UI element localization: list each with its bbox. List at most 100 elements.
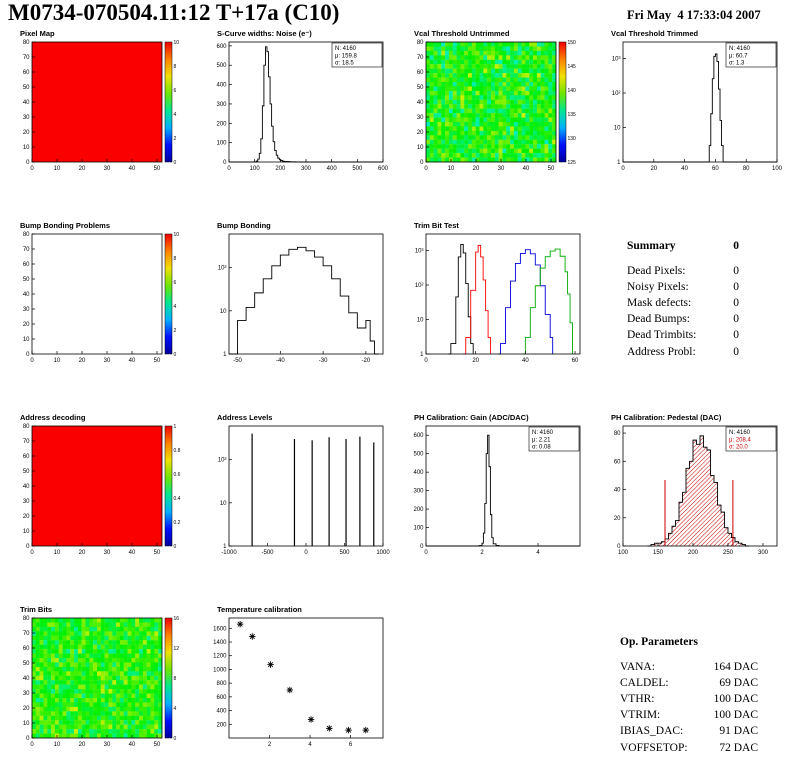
svg-text:50: 50 — [154, 742, 161, 748]
ph-calibration-pedestal-chart: 100 150 200 250 300 0 20 40 60 80 PH Calibration: … — [611, 413, 778, 556]
svg-text:30: 30 — [498, 166, 505, 172]
svg-text:σ: 20.0: σ: 20.0 — [729, 445, 748, 451]
svg-text:N: 4160: N: 4160 — [729, 430, 751, 436]
op-param-row-label: VTHR: — [620, 693, 655, 706]
svg-text:1600: 1600 — [213, 626, 227, 632]
summary-row: Mask defects: 0 — [627, 295, 739, 311]
summary-row: Dead Bumps: 0 — [627, 311, 739, 327]
svg-text:μ: 2.21: μ: 2.21 — [532, 437, 551, 443]
svg-text:2: 2 — [174, 136, 177, 142]
op-param-row-label: VANA: — [620, 661, 655, 674]
svg-text:10: 10 — [54, 550, 61, 556]
svg-text:40: 40 — [523, 166, 530, 172]
svg-text:1: 1 — [174, 424, 177, 430]
svg-text:-30: -30 — [319, 358, 328, 364]
svg-text:10: 10 — [220, 501, 227, 507]
svg-text:10: 10 — [174, 40, 180, 46]
summary-title: Summary — [627, 240, 676, 252]
op-param-row-value: 100 DAC — [713, 693, 758, 706]
temperature-calibration-chart: 2 4 6 200 400 600 800 1000 1200 1400 1600 Temperatu… — [213, 605, 384, 748]
svg-text:30: 30 — [23, 691, 30, 697]
svg-text:20: 20 — [23, 514, 30, 520]
svg-text:4: 4 — [174, 112, 177, 118]
svg-text:μ: 208.4: μ: 208.4 — [729, 437, 751, 443]
svg-text:0: 0 — [174, 352, 177, 358]
svg-text:μ: 159.8: μ: 159.8 — [335, 53, 357, 59]
svg-text:-500: -500 — [261, 550, 274, 556]
vcal-threshold-untrimmed-chart: 0 10 20 30 40 50 0 10 20 30 40 50 60 70 80 Vcal Thresho… — [414, 29, 577, 172]
op-parameters-block: Op. Parameters VANA: 164 DAC CALDEL: 69 DAC… — [620, 634, 758, 756]
svg-text:4: 4 — [536, 550, 540, 556]
summary-rows: Dead Pixels: 0 Noisy Pixels: 0 Mask defects:… — [627, 263, 739, 360]
op-param-row-value: 100 DAC — [713, 709, 758, 722]
svg-text:μ: 60.7: μ: 60.7 — [729, 53, 748, 59]
svg-text:100: 100 — [772, 166, 783, 172]
empty-cell — [400, 604, 597, 764]
svg-text:500: 500 — [352, 166, 363, 172]
op-param-row-label: CALDEL: — [620, 677, 669, 690]
svg-text:-1000: -1000 — [221, 550, 237, 556]
svg-text:80: 80 — [614, 431, 621, 437]
svg-text:0: 0 — [26, 352, 30, 358]
svg-text:125: 125 — [568, 160, 577, 166]
chart-cell-ph-gain: 0 2 4 0 100 200 300 400 500 600 PH Calibration: Ga… — [400, 412, 597, 604]
svg-text:-40: -40 — [276, 358, 285, 364]
trim-bits-chart: 0 10 20 30 40 50 0 10 20 30 40 50 60 70 80 Trim Bits 0 4 8… — [20, 605, 179, 748]
svg-text:70: 70 — [23, 247, 30, 253]
svg-text:30: 30 — [104, 166, 111, 172]
svg-text:1: 1 — [223, 544, 227, 550]
svg-text:S-Curve widths: Noise (e⁻): S-Curve widths: Noise (e⁻) — [217, 29, 312, 38]
svg-text:40: 40 — [129, 550, 136, 556]
svg-text:60: 60 — [614, 459, 621, 465]
svg-text:30: 30 — [104, 550, 111, 556]
svg-text:400: 400 — [216, 709, 227, 715]
op-parameters-cell: Op. Parameters VANA: 164 DAC CALDEL: 69 DAC… — [597, 604, 794, 764]
svg-text:0: 0 — [174, 736, 177, 742]
summary-row-label: Dead Bumps: — [627, 313, 690, 326]
svg-text:200: 200 — [275, 166, 286, 172]
svg-text:30: 30 — [417, 115, 424, 121]
chart-cell-pixel-map: 0 10 20 30 40 50 0 10 20 30 40 50 60 70 80 Pixel Map 0 2 4… — [6, 28, 203, 220]
svg-text:Bump Bonding Problems: Bump Bonding Problems — [20, 221, 110, 230]
svg-text:50: 50 — [154, 166, 161, 172]
svg-text:200: 200 — [688, 550, 699, 556]
svg-text:300: 300 — [413, 489, 424, 495]
svg-text:20: 20 — [23, 706, 30, 712]
op-param-row: IBIAS_DAC: 91 DAC — [620, 723, 758, 739]
svg-text:80: 80 — [23, 40, 30, 46]
svg-text:50: 50 — [23, 85, 30, 91]
svg-text:Trim Bit Test: Trim Bit Test — [414, 221, 459, 230]
svg-text:2: 2 — [480, 550, 484, 556]
svg-text:6: 6 — [174, 280, 177, 286]
svg-text:N: 4160: N: 4160 — [532, 430, 554, 436]
svg-text:40: 40 — [614, 488, 621, 494]
op-param-row: VOFFSETOP: 72 DAC — [620, 740, 758, 756]
summary-row-value: 0 — [733, 313, 739, 326]
op-param-row-label: IBIAS_DAC: — [620, 725, 684, 738]
summary-row-value: 0 — [733, 345, 739, 358]
svg-text:60: 60 — [712, 166, 719, 172]
svg-text:20: 20 — [650, 166, 657, 172]
svg-text:60: 60 — [23, 646, 30, 652]
svg-text:50: 50 — [548, 166, 555, 172]
svg-text:1400: 1400 — [213, 640, 227, 646]
chart-cell-temperature: 2 4 6 200 400 600 800 1000 1200 1400 1600 Temperatu… — [203, 604, 400, 764]
svg-text:600: 600 — [216, 695, 227, 701]
svg-text:130: 130 — [568, 136, 577, 142]
svg-text:1: 1 — [617, 160, 621, 166]
svg-text:300: 300 — [758, 550, 769, 556]
chart-cell-scurve-noise: 0 100 200 300 400 500 600 0 100 200 300 400 500 600 S-… — [203, 28, 400, 220]
svg-text:20: 20 — [79, 166, 86, 172]
summary-total: 0 — [733, 240, 739, 252]
chart-cell-address-decoding: 0 10 20 30 40 50 0 10 20 30 40 50 60 70 80 Address deco… — [6, 412, 203, 604]
chart-cell-trim-bit-test: 0 20 40 60 1 10 10² 10³ Trim Bit Test — [400, 220, 597, 412]
svg-text:2: 2 — [268, 742, 272, 748]
summary-row-label: Mask defects: — [627, 297, 692, 310]
svg-text:8: 8 — [174, 676, 177, 682]
svg-text:0: 0 — [617, 544, 621, 550]
svg-text:400: 400 — [327, 166, 338, 172]
svg-text:10: 10 — [174, 232, 180, 238]
op-param-row-label: VTRIM: — [620, 709, 661, 722]
svg-text:0: 0 — [30, 166, 34, 172]
